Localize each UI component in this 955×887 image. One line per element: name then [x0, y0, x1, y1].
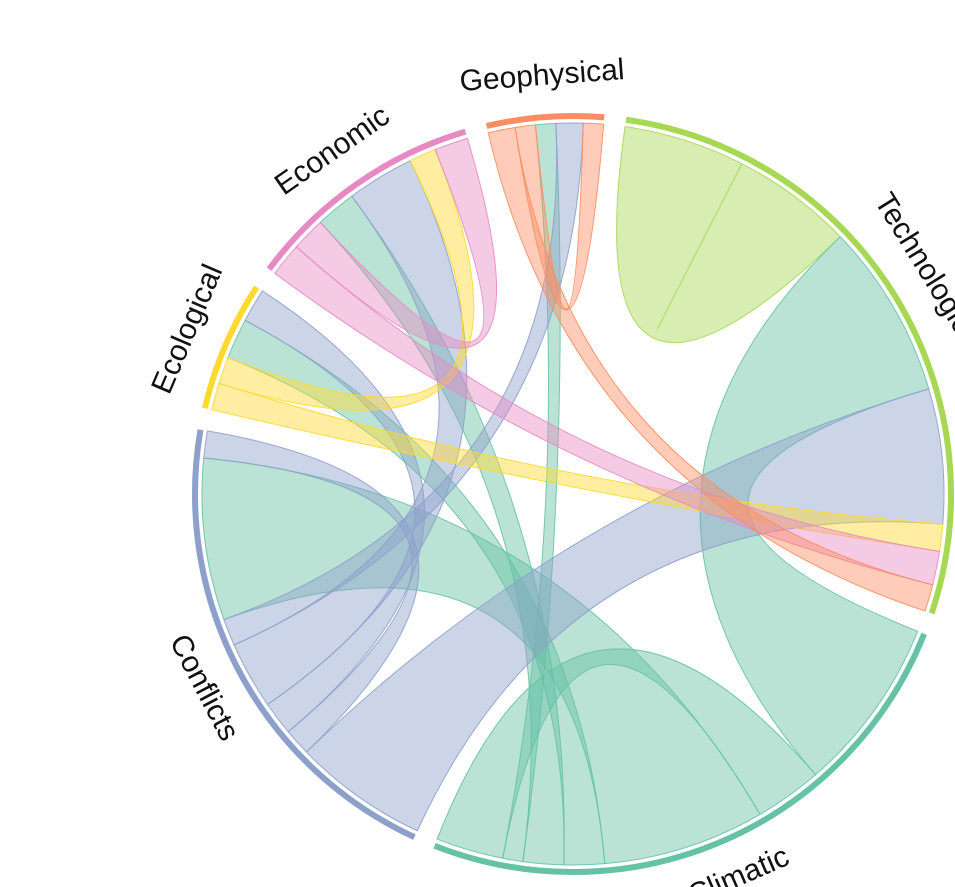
ribbon-layer — [201, 122, 945, 866]
sector-arc-climatic — [433, 632, 927, 875]
ribbon-geophysical-to-geophysical — [514, 122, 605, 311]
ribbon-conflicts-to-technological — [305, 388, 945, 832]
ribbon-economic-to-technological — [274, 246, 941, 586]
sector-arc-technological — [625, 116, 954, 615]
sector-arc-ecological — [201, 285, 260, 409]
ribbon-technological-to-technological — [616, 126, 841, 344]
sector-arc-economic — [266, 128, 467, 271]
ribbon-conflicts-to-geophysical — [223, 122, 584, 646]
ribbon-conflicts-to-economic — [233, 159, 468, 706]
sector-arc-geophysical — [485, 112, 605, 129]
ribbon-economic-to-economic — [295, 137, 497, 349]
ribbon-ecological-to-technological — [211, 382, 944, 552]
sector-arc-conflicts — [192, 429, 416, 840]
sector-label-climatic: Climatic — [683, 840, 794, 887]
ribbon-ecological-to-economic — [218, 148, 475, 411]
sector-label-conflicts: Conflicts — [163, 629, 246, 746]
ribbon-conflicts-to-conflicts — [203, 430, 420, 753]
sector-arc-layer — [192, 112, 954, 875]
sector-label-ecological: Ecological — [145, 260, 229, 399]
sector-label-geophysical: Geophysical — [458, 53, 625, 98]
ribbon-geophysical-to-technological — [487, 126, 934, 612]
